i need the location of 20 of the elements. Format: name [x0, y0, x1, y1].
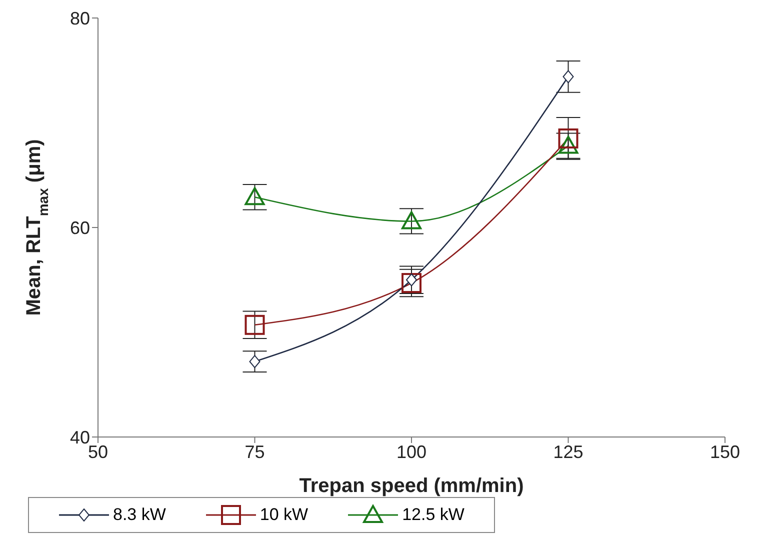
point — [249, 355, 260, 368]
x-tick-label: 150 — [710, 442, 740, 462]
point — [402, 273, 422, 294]
point — [558, 128, 578, 148]
legend-label: 8.3 kW — [112, 504, 166, 526]
x-axis-title: Trepan speed (mm/min) — [299, 475, 524, 497]
legend-label: 12.5 kW — [401, 504, 464, 526]
point — [402, 211, 422, 230]
x-tick-label: 50 — [88, 442, 108, 462]
y-tick-label: 40 — [70, 427, 90, 448]
point — [558, 136, 578, 154]
x-tick-label: 75 — [244, 442, 265, 462]
x-tick-label: 125 — [553, 442, 584, 462]
y-tick-label: 80 — [70, 8, 90, 28]
y-tick-label: 60 — [70, 218, 90, 238]
point — [244, 187, 265, 206]
point — [244, 314, 265, 335]
x-tick-label: 100 — [396, 442, 427, 462]
legend-label: 10 kW — [258, 504, 308, 526]
point — [562, 70, 574, 84]
